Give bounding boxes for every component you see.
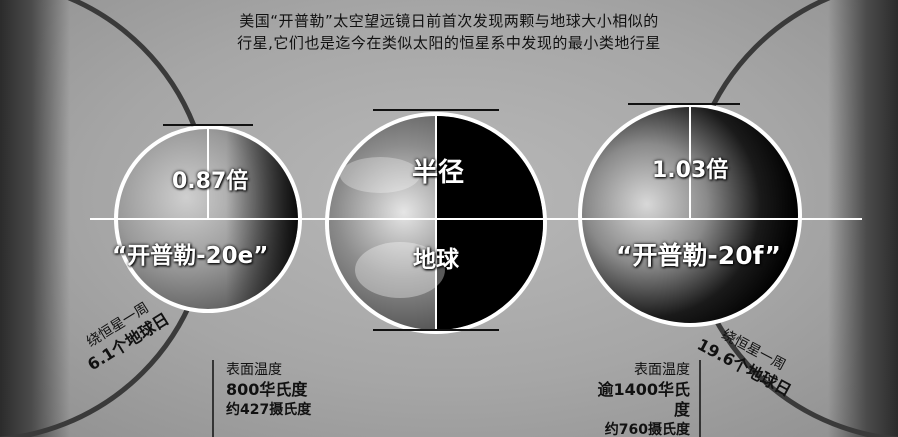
- star-surface-left: [0, 0, 70, 437]
- radius-brackets: [163, 103, 740, 331]
- earth-label: 地球: [413, 247, 459, 273]
- temp-left-label: 表面温度: [226, 362, 282, 378]
- temp-right-label: 表面温度: [634, 362, 690, 378]
- headline-line-1: 美国“开普勒”太空望远镜日前首次发现两颗与地球大小相似的: [239, 12, 659, 30]
- temp-right-c: 约760摄氏度: [604, 422, 690, 437]
- planet-earth: [325, 112, 547, 334]
- temperature-right: 表面温度 逾1400华氏度 约760摄氏度: [590, 360, 690, 437]
- temp-right-f: 逾1400华氏度: [597, 380, 690, 419]
- temp-left-c: 约427摄氏度: [226, 402, 312, 418]
- radius-label: 半径: [412, 158, 465, 188]
- temp-left-f: 800华氏度: [226, 380, 308, 399]
- temperature-left: 表面温度 800华氏度 约427摄氏度: [226, 360, 311, 420]
- headline-line-2: 行星,它们也是迄今在类似太阳的恒星系中发现的最小类地行星: [237, 34, 661, 52]
- kepler-20e-name: “开普勒-20e”: [112, 243, 269, 269]
- kepler-20e-radius-ratio: 0.87倍: [172, 169, 249, 194]
- kepler-20f-name: “开普勒-20f”: [616, 241, 781, 270]
- kepler-20f-radius-ratio: 1.03倍: [652, 158, 729, 183]
